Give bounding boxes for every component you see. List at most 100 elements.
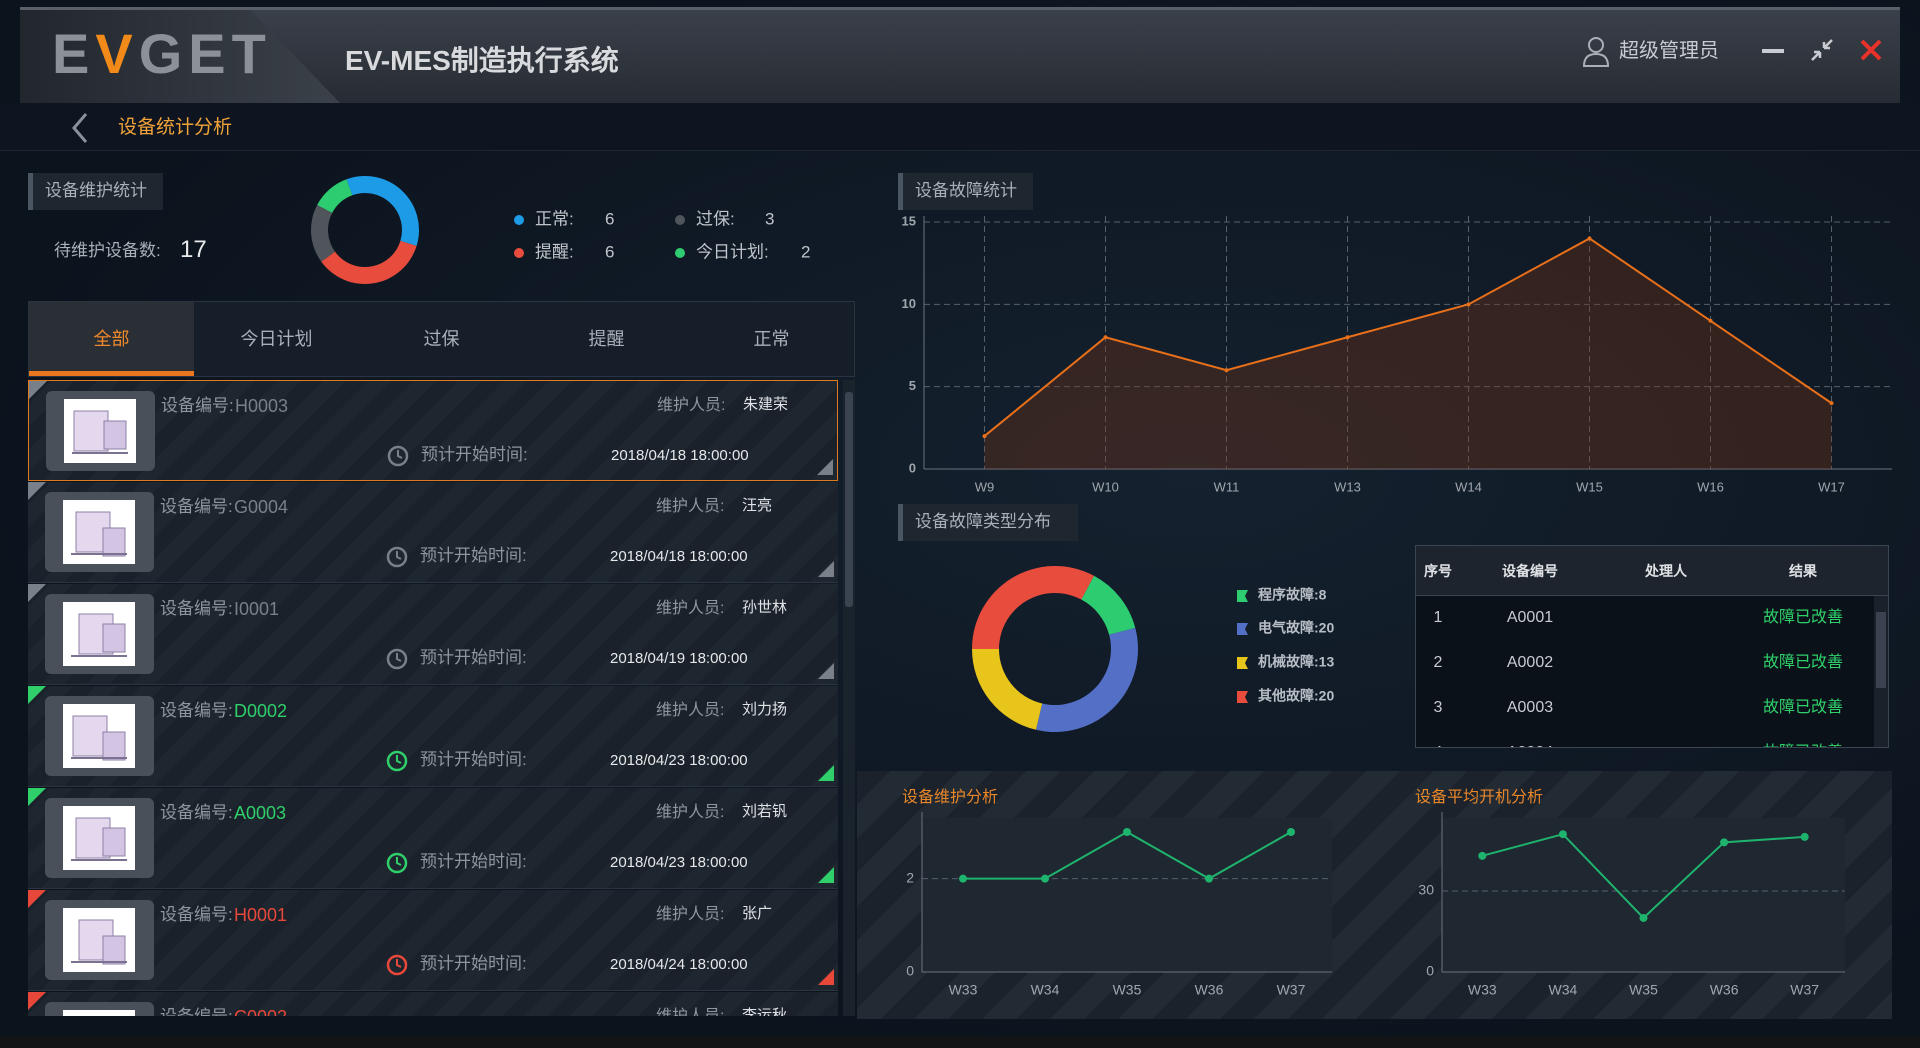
page-title: 设备统计分析 <box>118 117 233 138</box>
machine-part <box>103 420 127 450</box>
person-name: 汪亮 <box>742 497 773 514</box>
code-label: 设备编号: <box>160 701 233 720</box>
tab[interactable]: 全部 <box>29 302 194 376</box>
list-item[interactable]: 设备编号: I0001 维护人员: 孙世林 预计开始时间: 2018/04/19 18:0… <box>28 584 838 685</box>
x-tick-label: W17 <box>1818 479 1845 494</box>
point <box>1708 318 1713 323</box>
panel-title: 设备故障类型分布 <box>915 512 1051 531</box>
tab-label: 过保 <box>423 329 460 349</box>
bottom-panel <box>857 771 1892 1019</box>
status-corner <box>28 584 46 602</box>
table-cell: A0004 <box>1470 740 1590 747</box>
tab-bar: 全部 今日计划 过保 提醒 正常 <box>28 301 855 377</box>
list-item[interactable]: 设备编号: A0003 维护人员: 刘若钒 预计开始时间: 2018/04/23 18:0… <box>28 788 838 889</box>
legend-label: 今日计划: <box>696 242 769 261</box>
list-item[interactable]: 设备编号:C0002维护人员:李运秋预计开始时间: <box>28 992 838 1016</box>
device-code: G0004 <box>234 497 289 517</box>
user-icon-body <box>1582 52 1610 67</box>
y-tick-label: 0 <box>909 460 916 475</box>
status-corner <box>818 969 834 985</box>
device-thumb <box>46 391 155 471</box>
time-label: 预计开始时间: <box>420 546 527 565</box>
tab-label: 提醒 <box>588 329 625 349</box>
tab[interactable]: 过保 <box>359 302 524 376</box>
chart-title: 设备平均开机分析 <box>1415 789 1544 806</box>
legend-label: 其他故障:20 <box>1258 688 1334 704</box>
back-button[interactable] <box>70 112 90 144</box>
clock-ring <box>386 750 408 772</box>
donut-segment <box>1081 575 1136 635</box>
logo: EVGET <box>52 22 272 85</box>
person-name: 刘力扬 <box>742 701 788 718</box>
legend-dot <box>675 215 685 225</box>
scroll-thumb[interactable] <box>845 392 853 607</box>
legend-value: 6 <box>605 209 614 228</box>
machine-part <box>102 731 126 761</box>
minimize-button[interactable] <box>1762 49 1784 53</box>
clock-ring <box>386 954 408 976</box>
legend-dot <box>514 215 524 225</box>
device-code: I0001 <box>234 599 280 619</box>
table-cell: A0001 <box>1506 609 1554 626</box>
pending-count: 17 <box>180 236 207 263</box>
list-item[interactable]: 设备编号: H0003 维护人员: 朱建荣 预计开始时间: 2018/04/18 18:0… <box>28 380 838 481</box>
tab[interactable]: 正常 <box>689 302 854 376</box>
table-scroll-thumb[interactable] <box>1876 612 1886 688</box>
table-cell: 3 <box>1433 699 1443 716</box>
column-header: 设备编号 <box>1502 563 1558 579</box>
table-cell: A0003 <box>1506 699 1554 716</box>
clock-ring <box>386 546 408 568</box>
device-code: H0003 <box>235 396 289 416</box>
device-code: D0002 <box>234 701 288 721</box>
table-cell: 4 <box>1416 740 1498 747</box>
code-label: 设备编号: <box>160 1004 233 1016</box>
donut-segment <box>346 175 419 246</box>
restore-button[interactable] <box>1810 38 1834 62</box>
legend-label: 程序故障:8 <box>1258 587 1327 603</box>
list-item[interactable]: 设备编号: H0001 维护人员: 张广 预计开始时间: 2018/04/24 18:00… <box>28 890 838 991</box>
legend-dot <box>675 248 685 258</box>
tab[interactable]: 今日计划 <box>194 302 359 376</box>
title-bar <box>20 7 1900 103</box>
clock-hands <box>396 959 402 968</box>
breadcrumb-bar <box>0 103 1920 151</box>
list-item[interactable]: 设备编号: D0002 维护人员: 刘力扬 预计开始时间: 2018/04/23 18:0… <box>28 686 838 787</box>
list-item[interactable]: 设备编号: G0004 维护人员: 汪亮 预计开始时间: 2018/04/18 18:00… <box>28 482 838 583</box>
machine-part <box>102 623 126 653</box>
legend-icon <box>1237 657 1248 669</box>
clock-ring <box>386 852 408 874</box>
machine-part <box>102 527 126 557</box>
time-label: 预计开始时间: <box>420 648 527 667</box>
panel-tag: 设备故障统计 <box>898 173 1033 210</box>
donut-segment <box>311 204 336 262</box>
person-name: 孙世林 <box>742 599 788 616</box>
panel-title: 设备维护统计 <box>45 181 147 200</box>
taskbar <box>0 1036 1920 1048</box>
code-label: 设备编号: <box>160 497 233 516</box>
machine-part <box>102 935 126 965</box>
donut-segment <box>971 565 1094 650</box>
table-cell: 故障已改善 <box>1762 699 1843 716</box>
device-list: 设备编号: H0003 维护人员: 朱建荣 预计开始时间: 2018/04/18 18:0… <box>28 380 838 1016</box>
point <box>1466 302 1471 307</box>
tab[interactable]: 提醒 <box>524 302 689 376</box>
image-bg <box>63 1010 135 1016</box>
device-image <box>63 1010 135 1016</box>
app-title: EV-MES制造执行系统 <box>345 45 619 76</box>
tab-label: 今日计划 <box>240 329 313 349</box>
donut-segment <box>321 240 417 285</box>
person-label: 维护人员: <box>656 906 725 923</box>
device-image <box>63 602 135 666</box>
clock-ring <box>386 648 408 670</box>
person-name: 刘若钒 <box>742 803 788 820</box>
clock-icon <box>386 852 408 874</box>
close-button[interactable] <box>1860 39 1882 61</box>
person-label: 维护人员: <box>657 397 726 414</box>
donut-segment <box>1035 627 1138 732</box>
y-tick-label: 10 <box>902 296 916 311</box>
user-name: 超级管理员 <box>1619 40 1719 62</box>
legend-icon <box>1237 691 1248 703</box>
clock-hands <box>396 755 402 764</box>
clock-hands <box>396 551 402 560</box>
